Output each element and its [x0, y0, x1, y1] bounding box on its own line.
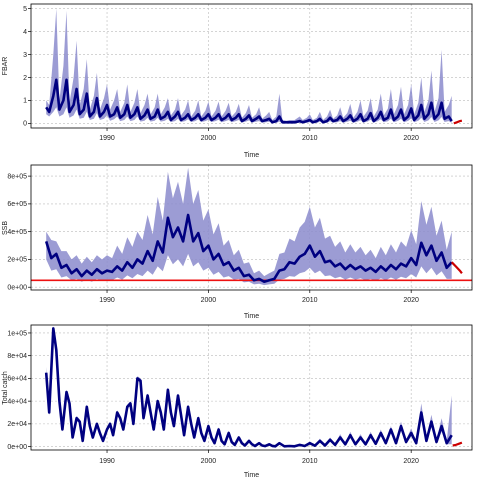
fbar-y-axis-label: FBAR [2, 57, 9, 76]
fbar-y-tick-label: 2 [23, 75, 27, 82]
ssb-band-area [46, 167, 452, 286]
catch-projection-line [452, 441, 463, 447]
fbar-grid [31, 4, 472, 128]
catch-y-tick-label: 6e+04 [7, 376, 27, 383]
fbar-projection-path [453, 119, 463, 125]
fbar-plot-frame [30, 3, 473, 129]
ssb-median-line [44, 213, 453, 284]
fbar-interval-band [46, 8, 452, 124]
ssb-interval-band [46, 167, 452, 286]
ssb-y-tick-label: 8e+05 [7, 173, 27, 180]
catch-y-tick-label: 1e+05 [7, 330, 27, 337]
ssb-panel: 0e+00 2e+05 4e+05 6e+05 8e+05 1990 2000 2010 20… [2, 164, 473, 320]
catch-median-line [44, 327, 453, 448]
catch-y-tick-label: 2e+04 [7, 421, 27, 428]
catch-x-ticks: 1990 2000 2010 2020 [99, 450, 419, 465]
catch-x-tick-label: 1990 [99, 458, 115, 465]
fbar-panel: 0 1 2 3 4 5 1990 2000 2010 2020 FBAR Time [2, 3, 473, 159]
catch-y-tick-label: 8e+04 [7, 353, 27, 360]
ssb-x-tick-label: 1990 [99, 297, 115, 304]
ssb-x-tick-label: 2000 [201, 297, 217, 304]
catch-projection-path [452, 441, 463, 447]
fbar-y-tick-label: 4 [23, 29, 27, 36]
fbar-projection-line [453, 119, 463, 125]
fbar-median-line [45, 78, 453, 124]
catch-y-ticks: 0e+00 2e+04 4e+04 6e+04 8e+04 1e+05 [7, 330, 31, 451]
ssb-x-tick-label: 2010 [302, 297, 318, 304]
fbar-x-tick-label: 2000 [201, 135, 217, 142]
ssb-y-tick-label: 0e+00 [7, 285, 27, 292]
ssb-y-tick-label: 4e+05 [7, 229, 27, 236]
fbar-x-tick-label: 2020 [403, 135, 419, 142]
fbar-y-tick-label: 5 [23, 6, 27, 13]
fbar-x-axis-label: Time [244, 152, 259, 159]
ssb-x-tick-label: 2020 [403, 297, 419, 304]
ssb-projection-line [450, 261, 463, 274]
catch-x-tick-label: 2020 [403, 458, 419, 465]
catch-y-tick-label: 0e+00 [7, 444, 27, 451]
ssb-plot-frame [30, 164, 473, 291]
fbar-median-path [45, 78, 453, 124]
catch-plot-frame [30, 324, 473, 451]
fbar-band-area [46, 8, 452, 124]
fbar-y-tick-label: 0 [23, 121, 27, 128]
fbar-x-tick-label: 1990 [99, 135, 115, 142]
fbar-x-ticks: 1990 2000 2010 2020 [99, 128, 419, 142]
catch-panel: 0e+00 2e+04 4e+04 6e+04 8e+04 1e+05 1990 2000 2… [2, 324, 473, 479]
ssb-y-axis-label: SSB [2, 221, 9, 235]
fbar-y-tick-label: 1 [23, 98, 27, 105]
fbar-y-ticks: 0 1 2 3 4 5 [23, 6, 31, 128]
catch-x-tick-label: 2000 [201, 458, 217, 465]
catch-y-axis-label: Total catch [2, 371, 9, 405]
catch-grid [31, 325, 472, 450]
ssb-projection-path [450, 261, 463, 274]
ssb-median-path [44, 213, 453, 284]
ssb-y-tick-label: 6e+05 [7, 201, 27, 208]
catch-median-path [44, 327, 453, 448]
fbar-y-tick-label: 3 [23, 52, 27, 59]
ssb-x-ticks: 1990 2000 2010 2020 [99, 290, 419, 304]
catch-x-axis-label: Time [244, 472, 259, 479]
ssb-y-tick-label: 2e+05 [7, 257, 27, 264]
fbar-x-tick-label: 2010 [302, 135, 318, 142]
ssb-y-ticks: 0e+00 2e+05 4e+05 6e+05 8e+05 [7, 173, 31, 292]
catch-y-tick-label: 4e+04 [7, 398, 27, 405]
catch-x-tick-label: 2010 [302, 458, 318, 465]
ssb-x-axis-label: Time [244, 313, 259, 320]
